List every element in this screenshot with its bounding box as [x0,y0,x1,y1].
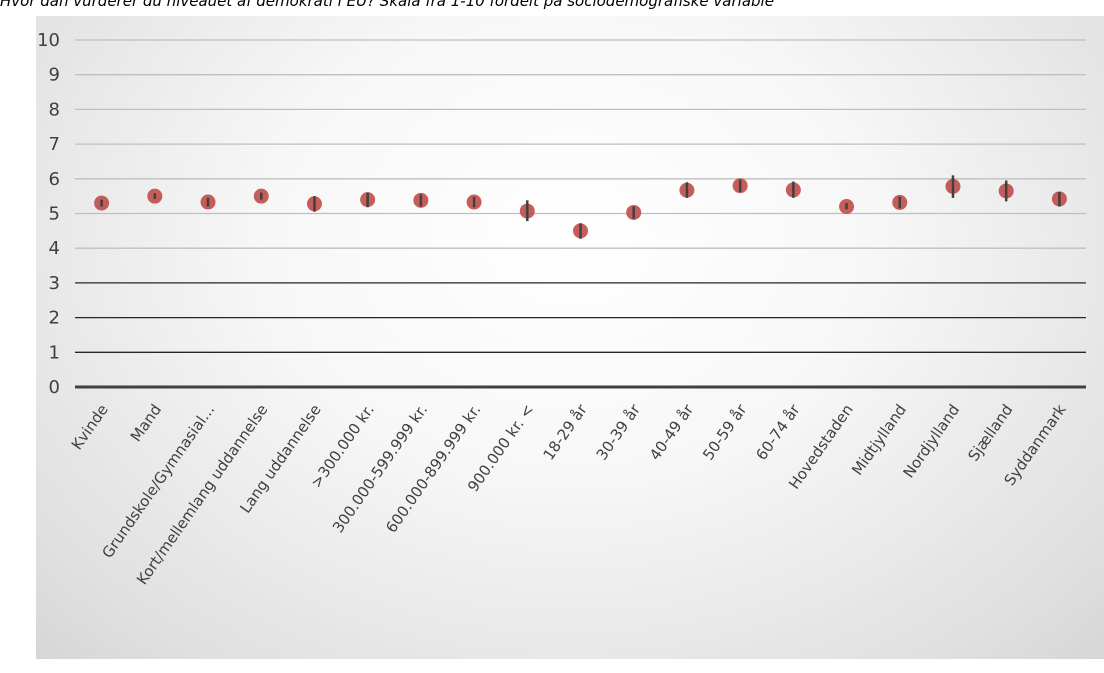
y-tick-label: 9 [49,65,60,86]
x-category-label: 50-59 år [699,400,751,463]
y-tick-label: 4 [49,238,60,259]
y-tick-label: 8 [49,99,60,120]
y-tick-label: 3 [49,273,60,294]
x-category-label: Nordjylland [900,401,964,481]
x-category-label: 30-39 år [593,400,645,463]
y-tick-label: 6 [49,169,60,190]
chart-title: Hvor dan vurderer du niveauet af demokra… [0,0,774,10]
x-category-label: 300.000-599.999 kr. [329,401,431,536]
y-tick-label: 10 [37,30,60,51]
y-tick-label: 5 [49,204,60,225]
x-category-label: 18-29 år [539,400,591,463]
y-tick-label: 2 [49,308,60,329]
x-category-label: Mand [127,401,165,445]
x-category-label: 40-49 år [646,400,698,463]
x-category-label: Sjælland [964,401,1016,465]
y-tick-label: 7 [49,134,60,155]
x-category-label: Kvinde [68,401,112,453]
x-category-label: 600.000-899.999 kr. [382,401,484,536]
chart-area [36,16,1104,659]
x-category-label: 60-74 år [752,400,804,463]
x-category-label: Midtjylland [848,401,910,479]
y-tick-label: 1 [49,342,60,363]
y-tick-label: 0 [49,377,60,398]
